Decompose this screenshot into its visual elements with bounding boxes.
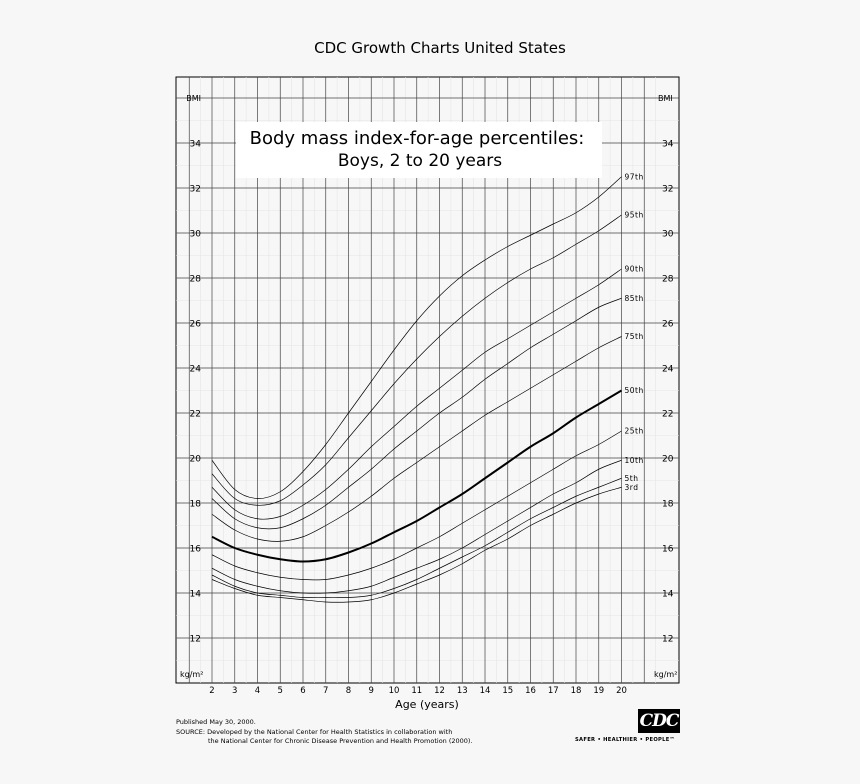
y-axis-label-right: BMI [658,94,673,103]
y-tick-label-right: 34 [662,140,674,150]
x-tick-label: 13 [457,686,468,696]
x-tick-label: 12 [434,686,445,696]
percentile-curve-25th [211,430,622,581]
source-line-1: SOURCE: Developed by the National Center… [176,727,453,736]
x-tick-label: 8 [346,686,351,696]
percentile-curve-85th [211,297,622,530]
x-tick-label: 11 [411,686,422,696]
source-line-2: the National Center for Chronic Disease … [208,737,473,745]
x-tick-label: 20 [616,686,627,696]
y-tick-label-right: 16 [662,545,674,555]
y-tick-label-left: 12 [190,635,201,645]
cdc-tagline: SAFER • HEALTHIER • PEOPLE™ [575,737,676,743]
x-tick-label: 2 [209,686,214,696]
percentile-label-3rd: 3rd [625,483,639,492]
percentile-curve-50th [211,389,623,563]
percentile-curve-3rd [211,486,622,603]
y-tick-label-right: 30 [662,230,674,240]
x-tick-label: 3 [232,686,237,696]
percentile-curve-90th [211,268,622,520]
x-axis-label: Age (years) [395,698,459,711]
unit-label-left: kg/m² [180,670,203,679]
y-tick-label-left: 16 [190,545,202,555]
percentile-curve-10th [211,459,622,594]
y-tick-label-left: 14 [190,590,202,600]
percentile-label-90th: 90th [625,265,644,274]
percentile-curve-97th [211,176,622,499]
x-tick-label: 17 [548,686,559,696]
y-tick-label-right: 24 [662,365,674,375]
y-tick-label-right: 22 [662,410,673,420]
y-tick-label-left: 34 [190,140,202,150]
chart-title-box: Body mass index-for-age percentiles: Boy… [236,122,602,178]
percentile-curve-75th [211,336,622,542]
chart-title: Body mass index-for-age percentiles: [250,128,585,149]
percentile-label-25th: 25th [625,427,644,436]
cdc-logo: CDC [638,709,680,733]
y-tick-label-left: 20 [190,455,202,465]
percentile-label-5th: 5th [625,474,639,483]
published-date: Published May 30, 2000. [176,718,256,726]
percentile-label-75th: 75th [625,332,644,341]
y-tick-label-right: 12 [662,635,673,645]
y-tick-label-right: 18 [662,500,674,510]
y-axis-label-left: BMI [186,94,201,103]
x-tick-label: 14 [480,686,491,696]
percentile-label-10th: 10th [625,456,644,465]
y-tick-label-left: 30 [190,230,202,240]
percentile-label-50th: 50th [625,386,644,395]
y-tick-label-left: 32 [190,185,201,195]
percentile-label-95th: 95th [625,211,644,220]
chart-header-title: CDC Growth Charts United States [314,39,566,57]
x-tick-label: 6 [300,686,305,696]
x-tick-label: 9 [369,686,374,696]
percentile-label-97th: 97th [625,172,644,181]
y-tick-label-left: 18 [190,500,202,510]
percentile-curve-5th [211,477,622,599]
y-tick-label-left: 24 [190,365,202,375]
percentile-label-85th: 85th [625,294,644,303]
percentile-curve-95th [211,214,622,506]
x-tick-label: 4 [255,686,260,696]
x-tick-label: 15 [502,686,513,696]
y-tick-label-right: 14 [662,590,674,600]
y-tick-label-right: 20 [662,455,674,465]
y-tick-label-right: 28 [662,275,674,285]
x-tick-label: 10 [389,686,400,696]
percentile-curves [211,176,623,603]
y-tick-label-left: 26 [190,320,202,330]
x-tick-label: 5 [278,686,283,696]
y-tick-label-left: 22 [190,410,201,420]
x-tick-label: 19 [593,686,604,696]
unit-label-right: kg/m² [654,670,677,679]
chart-subtitle: Boys, 2 to 20 years [338,151,502,171]
y-tick-label-right: 26 [662,320,674,330]
y-tick-label-right: 32 [662,185,673,195]
footer: Published May 30, 2000. SOURCE: Develope… [176,718,473,747]
x-tick-label: 16 [525,686,536,696]
x-tick-label: 18 [571,686,582,696]
x-tick-label: 7 [323,686,328,696]
y-tick-label-left: 28 [190,275,202,285]
